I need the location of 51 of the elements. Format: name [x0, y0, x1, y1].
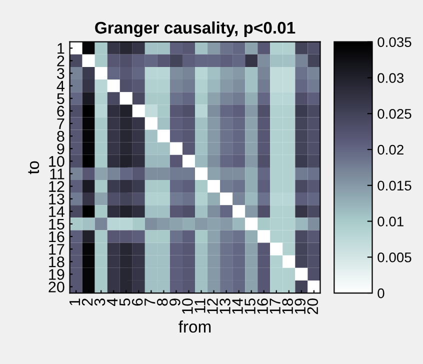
y-tick-label: 8	[57, 130, 64, 142]
y-tick-label: 19	[49, 269, 64, 280]
y-tick-label: 18	[49, 256, 64, 268]
y-tick-label: 9	[57, 143, 64, 154]
color-bar-label: 0.02	[378, 144, 404, 155]
x-tick-label: 6	[132, 298, 143, 306]
y-tick-label: 11	[50, 168, 64, 180]
y-tick-label: 4	[56, 80, 64, 92]
color-bar-label: 0.01	[378, 216, 404, 226]
y-tick-label: 16	[49, 231, 64, 242]
x-tick-label: 19	[294, 298, 306, 314]
x-tick-label: 14	[232, 298, 243, 314]
y-tick-label: 6	[57, 106, 64, 117]
chart-title: Granger causality, p<0.01	[95, 21, 296, 38]
color-bar-label: 0.005	[378, 252, 412, 262]
x-tick-label: 11	[194, 298, 206, 313]
x-tick-label: 4	[107, 298, 118, 306]
x-tick-label: 15	[244, 298, 256, 314]
x-tick-label: 20	[307, 298, 318, 314]
x-tick-label: 13	[220, 298, 230, 314]
y-tick-label: 15	[49, 218, 64, 230]
x-tick-label: 10	[182, 298, 193, 314]
y-tick-label: 12	[49, 181, 64, 192]
y-tick-label: 10	[49, 156, 64, 167]
x-tick-label: 18	[282, 298, 294, 314]
y-tick-label: 3	[57, 68, 64, 79]
y-axis-title: to	[28, 161, 40, 174]
x-tick-label: 2	[82, 298, 93, 306]
y-tick-label: 14	[49, 206, 64, 217]
y-tick-label: 7	[57, 118, 64, 130]
x-tick-label: 1	[69, 298, 80, 306]
x-tick-label: 16	[257, 298, 268, 314]
color-bar-label: 0.035	[378, 37, 412, 48]
y-tick-label: 17	[49, 244, 64, 255]
x-tick-label: 17	[270, 298, 280, 314]
x-axis-title: from	[178, 320, 211, 333]
y-tick-label: 1	[58, 43, 64, 54]
color-bar-label: 0.015	[378, 180, 412, 191]
y-tick-label: 2	[57, 56, 64, 66]
color-bar-label: 0.025	[378, 108, 412, 119]
color-bar-label: 0.03	[378, 73, 404, 83]
x-tick-label: 7	[144, 298, 156, 306]
x-tick-label: 3	[94, 298, 106, 306]
color-bar-label: 0	[378, 288, 384, 298]
x-tick-label: 5	[120, 298, 130, 306]
y-tick-label: 20	[48, 282, 64, 292]
x-tick-label: 12	[207, 298, 218, 314]
y-tick-label: 13	[49, 194, 64, 205]
x-tick-label: 8	[156, 298, 168, 306]
x-tick-label: 9	[170, 298, 180, 306]
y-tick-label: 5	[57, 93, 64, 104]
